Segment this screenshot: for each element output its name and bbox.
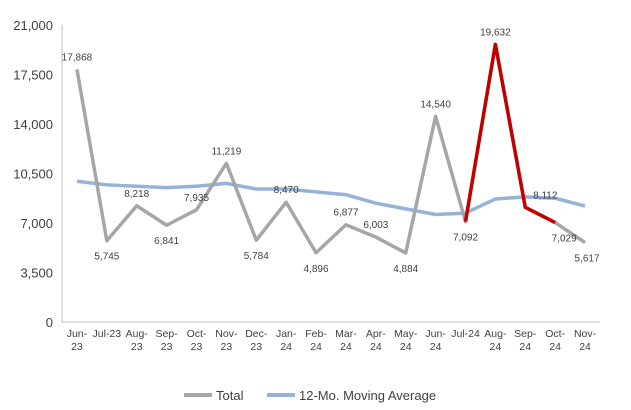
x-tick-label: Jul-23 [93, 328, 122, 340]
x-tick-label: Feb- [305, 328, 327, 340]
data-label: 6,877 [333, 208, 358, 219]
data-labels: 17,868 5,745 8,218 6,841 7,935 11,219 5,784 8,4… [62, 27, 600, 275]
x-tick-label-year: 23 [161, 341, 173, 353]
x-tick-label-year: 23 [131, 341, 143, 353]
data-label: 7,935 [184, 193, 209, 204]
y-tick-label: 7,000 [20, 216, 53, 231]
x-tick-label-year: 24 [340, 341, 352, 353]
legend: Total 12-Mo. Moving Average [184, 388, 436, 403]
series-line-moving-average [76, 179, 586, 217]
x-tick-label-year: 23 [221, 341, 233, 353]
x-tick-label: Oct- [187, 328, 207, 340]
x-tick-label-year: 24 [430, 341, 442, 353]
x-tick-label: Nov- [215, 328, 238, 340]
x-tick-label-year: 24 [400, 341, 412, 353]
x-tick-label-year: 24 [549, 341, 561, 353]
y-tick-label: 10,500 [13, 167, 53, 182]
x-tick-label: Dec- [245, 328, 268, 340]
data-label: 8,218 [124, 189, 149, 200]
x-tick-label: May- [394, 328, 418, 340]
data-label: 5,784 [244, 251, 269, 262]
y-axis: 0 3,500 7,000 10,500 14,000 17,500 21,000 [13, 18, 63, 330]
y-tick-label: 17,500 [13, 68, 53, 83]
data-label: 7,092 [453, 233, 478, 244]
legend-label-total: Total [216, 388, 244, 403]
y-tick-label: 14,000 [13, 117, 53, 132]
y-tick-label: 21,000 [13, 18, 53, 33]
x-tick-label: Jan- [276, 328, 297, 340]
x-tick-label-year: 24 [519, 341, 531, 353]
y-tick-label: 3,500 [20, 266, 53, 281]
series-line-total-highlight [463, 42, 556, 225]
y-tick-label: 0 [46, 315, 53, 330]
x-tick-label-year: 23 [71, 341, 83, 353]
x-tick-label-year: 24 [280, 341, 292, 353]
x-tick-label-year: 23 [250, 341, 262, 353]
series-line-total [75, 42, 587, 255]
data-label: 17,868 [62, 52, 93, 63]
x-tick-label-year: 24 [579, 341, 591, 353]
legend-label-moving-average: 12-Mo. Moving Average [299, 388, 436, 403]
x-tick-label: Sep- [514, 328, 537, 340]
x-tick-label: Mar- [335, 328, 357, 340]
data-label: 5,617 [575, 254, 600, 265]
x-tick-label: Jul-24 [451, 328, 480, 340]
data-label: 8,112 [533, 190, 558, 201]
x-tick-label: Apr- [366, 328, 386, 340]
x-tick-label: Jun- [67, 328, 88, 340]
data-label: 8,470 [274, 185, 299, 196]
x-tick-label-year: 24 [490, 341, 502, 353]
x-tick-label: Oct- [545, 328, 565, 340]
data-label: 14,540 [420, 99, 451, 110]
data-label: 11,219 [211, 146, 241, 157]
data-label: 6,841 [154, 236, 179, 247]
x-tick-label-year: 24 [310, 341, 322, 353]
data-label: 6,003 [363, 220, 388, 231]
data-label: 4,896 [304, 264, 329, 275]
x-tick-label: Sep- [156, 328, 179, 340]
x-tick-label: Aug- [484, 328, 507, 340]
x-tick-label: Jun- [425, 328, 446, 340]
data-label: 5,745 [94, 252, 119, 263]
x-tick-label: Nov- [574, 328, 597, 340]
data-label: 19,632 [480, 27, 511, 38]
x-tick-label-year: 24 [370, 341, 382, 353]
series-lines [75, 42, 587, 255]
x-tick-label: Aug- [126, 328, 149, 340]
data-label: 7,029 [552, 234, 577, 245]
data-label: 4,884 [393, 264, 418, 275]
x-tick-label-year: 23 [191, 341, 203, 353]
